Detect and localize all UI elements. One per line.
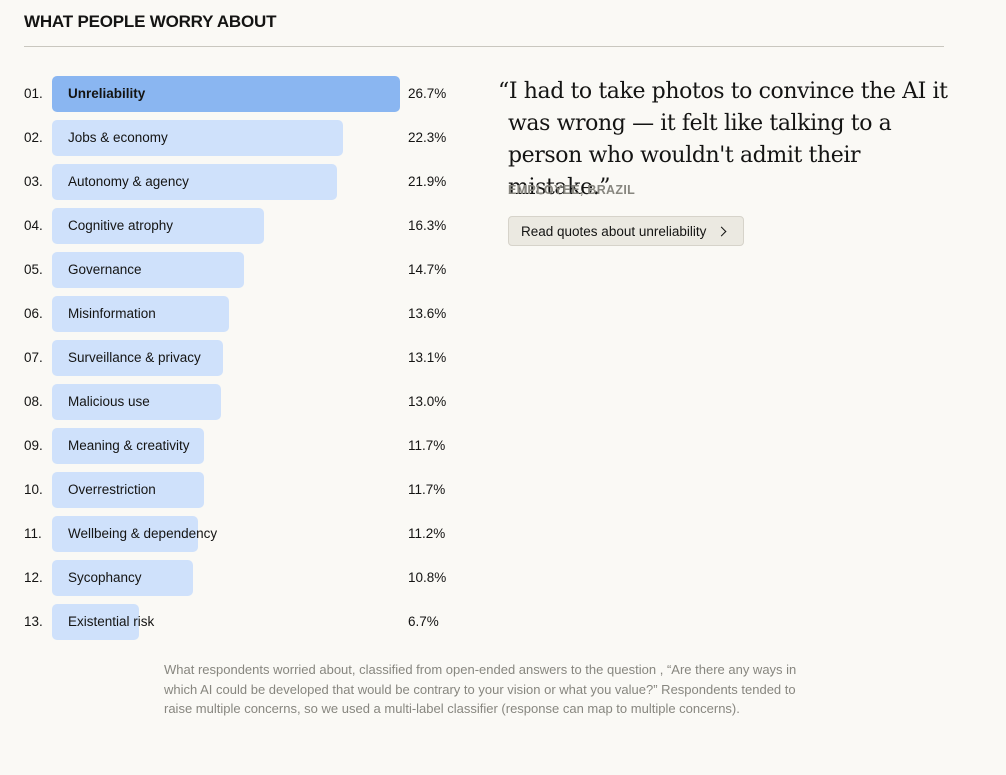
bar-row: 06. Misinformation 13.6% xyxy=(0,296,470,332)
bar-rank: 10. xyxy=(24,482,43,497)
bar-row: 11. Wellbeing & dependency 11.2% xyxy=(0,516,470,552)
bar-value-label: 11.2% xyxy=(408,526,446,541)
chevron-right-icon xyxy=(716,226,727,236)
bar-row: 05. Governance 14.7% xyxy=(0,252,470,288)
bar-value-label: 10.8% xyxy=(408,570,447,585)
section-title: WHAT PEOPLE WORRY ABOUT xyxy=(24,12,277,31)
bar-value-label: 13.1% xyxy=(408,350,447,365)
bar-rank: 12. xyxy=(24,570,43,585)
bar xyxy=(52,428,205,464)
bar-row: 03. Autonomy & agency 21.9% xyxy=(0,164,470,200)
bar xyxy=(52,296,230,332)
bar xyxy=(52,384,222,420)
bar-rank: 02. xyxy=(24,130,43,145)
bar xyxy=(52,516,198,552)
read-quotes-button[interactable]: Read quotes about unreliability xyxy=(508,216,744,246)
bar-value-label: 14.7% xyxy=(408,262,447,277)
bar-value-label: 26.7% xyxy=(408,86,447,101)
bar-rank: 01. xyxy=(24,86,43,101)
bar xyxy=(52,340,223,376)
bar-row: 08. Malicious use 13.0% xyxy=(0,384,470,420)
chart-caption: What respondents worried about, classifi… xyxy=(164,662,797,716)
bar-value-label: 11.7% xyxy=(408,438,446,453)
bar-rank: 13. xyxy=(24,614,43,629)
bar-category-label: Existential risk xyxy=(68,614,155,629)
bar-category-label: Cognitive atrophy xyxy=(68,218,174,233)
bar-rank: 04. xyxy=(24,218,43,233)
bar-row: 09. Meaning & creativity 11.7% xyxy=(0,428,470,464)
bar-rank: 09. xyxy=(24,438,43,453)
bar-category-label: Misinformation xyxy=(68,306,156,321)
bar xyxy=(52,120,343,156)
bar-category-label: Jobs & economy xyxy=(68,130,168,145)
bar-category-label: Unreliability xyxy=(68,86,146,101)
bar-category-label: Sycophancy xyxy=(68,570,142,585)
bar-row: 13. Existential risk 6.7% xyxy=(0,604,470,640)
bar-value-label: 22.3% xyxy=(408,130,447,145)
bar xyxy=(52,164,338,200)
bar-row: 04. Cognitive atrophy 16.3% xyxy=(0,208,470,244)
quote-attribution: EMPLOYEE, BRAZIL xyxy=(508,183,636,197)
bar-rank: 06. xyxy=(24,306,43,321)
bar-row: 10. Overrestriction 11.7% xyxy=(0,472,470,508)
bar-category-label: Meaning & creativity xyxy=(68,438,190,453)
bar-category-label: Surveillance & privacy xyxy=(68,350,201,365)
bar-category-label: Malicious use xyxy=(68,394,150,409)
quote-text: “I had to take photos to convince the AI… xyxy=(498,79,948,200)
bar-row: 07. Surveillance & privacy 13.1% xyxy=(0,340,470,376)
bar-rank: 07. xyxy=(24,350,43,365)
bar-value-label: 11.7% xyxy=(408,482,446,497)
bar-value-label: 16.3% xyxy=(408,218,447,233)
bar xyxy=(52,604,140,640)
bar-row: 02. Jobs & economy 22.3% xyxy=(0,120,470,156)
bar-rank: 03. xyxy=(24,174,43,189)
bar-category-label: Autonomy & agency xyxy=(68,174,189,189)
bar-category-label: Overrestriction xyxy=(68,482,156,497)
bar xyxy=(52,76,400,112)
bar-value-label: 13.6% xyxy=(408,306,447,321)
bar-value-label: 13.0% xyxy=(408,394,447,409)
bar-value-label: 21.9% xyxy=(408,174,447,189)
worry-bar-chart: 01. Unreliability 26.7% 02. Jobs & economy 22… xyxy=(0,70,470,650)
bar-category-label: Governance xyxy=(68,262,142,277)
bar-value-label: 6.7% xyxy=(408,614,439,629)
bar-row: 01. Unreliability 26.7% xyxy=(0,76,470,112)
bar-rank: 05. xyxy=(24,262,43,277)
title-divider xyxy=(24,46,944,47)
bar-rank: 08. xyxy=(24,394,43,409)
bar xyxy=(52,472,205,508)
bar-rank: 11. xyxy=(24,526,42,541)
bar xyxy=(52,560,193,596)
bar-category-label: Wellbeing & dependency xyxy=(68,526,218,541)
bar-row: 12. Sycophancy 10.8% xyxy=(0,560,470,596)
read-quotes-label: Read quotes about unreliability xyxy=(521,223,707,239)
bar xyxy=(52,252,244,288)
bar xyxy=(52,208,265,244)
